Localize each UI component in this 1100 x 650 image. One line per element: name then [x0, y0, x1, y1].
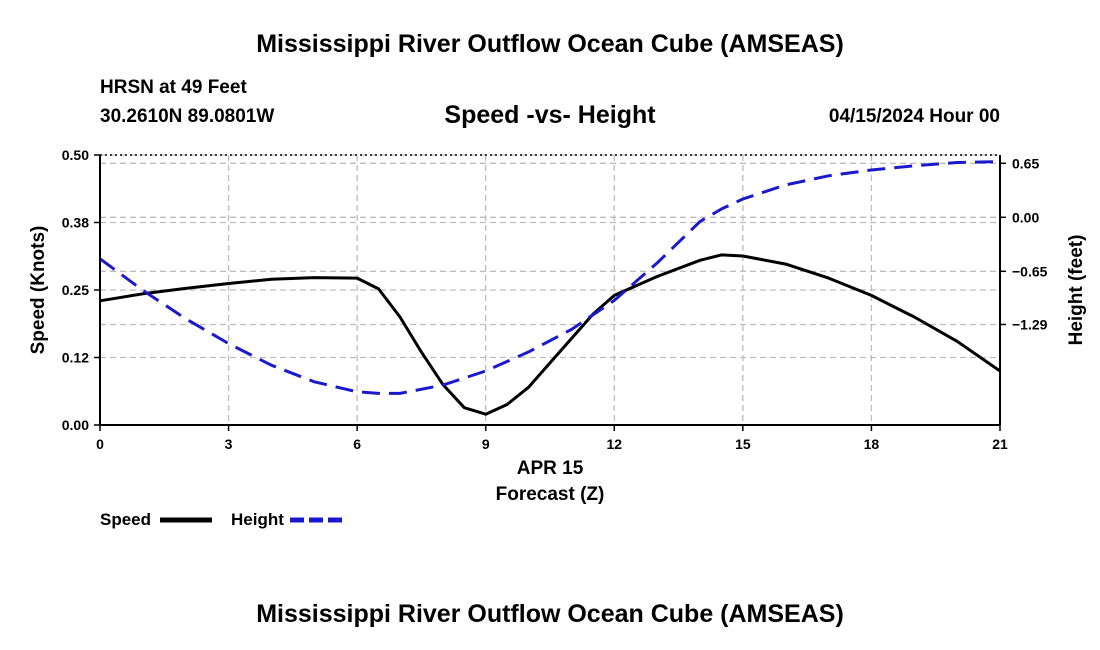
- tick-labels: 0 3 6 9 12 15 18 21 0.00 0.12 0.25 0.38 0.50 −1.29 −0.…: [62, 147, 1048, 452]
- y-left-tick-label: 0.50: [62, 147, 89, 163]
- y-right-tick-label: 0.00: [1012, 209, 1039, 225]
- y-left-tick-label: 0.25: [62, 282, 89, 298]
- station-label: HRSN at 49 Feet: [100, 77, 247, 98]
- footer-title: Mississippi River Outflow Ocean Cube (AM…: [256, 600, 844, 628]
- grid-lines: [100, 154, 1000, 425]
- x-tick-label: 9: [482, 436, 490, 452]
- x-axis-date-label: APR 15: [517, 458, 584, 479]
- chart-subtitle: Speed -vs- Height: [444, 101, 656, 129]
- x-tick-label: 21: [992, 436, 1008, 452]
- forecast-datetime: 04/15/2024 Hour 00: [828, 106, 1000, 127]
- y-right-tick-label: −1.29: [1012, 316, 1048, 332]
- y-axis-right-label: Height (feet): [1066, 235, 1087, 346]
- plot-frame: [94, 154, 1006, 431]
- legend-height-label: Height: [231, 510, 284, 529]
- x-tick-label: 6: [353, 436, 361, 452]
- y-right-tick-label: 0.65: [1012, 155, 1039, 171]
- x-tick-label: 3: [225, 436, 233, 452]
- y-left-tick-label: 0.00: [62, 417, 89, 433]
- y-left-tick-label: 0.12: [62, 350, 89, 366]
- x-tick-label: 15: [735, 436, 751, 452]
- station-coordinates: 30.2610N 89.0801W: [100, 106, 275, 127]
- y-left-tick-label: 0.38: [62, 215, 89, 231]
- series-line-speed: [99, 253, 1001, 416]
- x-tick-label: 0: [96, 436, 104, 452]
- series-line-height: [99, 160, 1001, 395]
- x-tick-label: 18: [864, 436, 880, 452]
- series-lines: [99, 160, 1001, 416]
- y-right-tick-label: −0.65: [1012, 263, 1048, 279]
- chart-main-title: Mississippi River Outflow Ocean Cube (AM…: [256, 30, 844, 58]
- legend-speed-label: Speed: [100, 510, 151, 529]
- legend: Speed Height: [100, 510, 342, 529]
- x-tick-label: 12: [606, 436, 622, 452]
- x-axis-label: Forecast (Z): [496, 484, 605, 505]
- y-axis-left-label: Speed (Knots): [28, 226, 49, 355]
